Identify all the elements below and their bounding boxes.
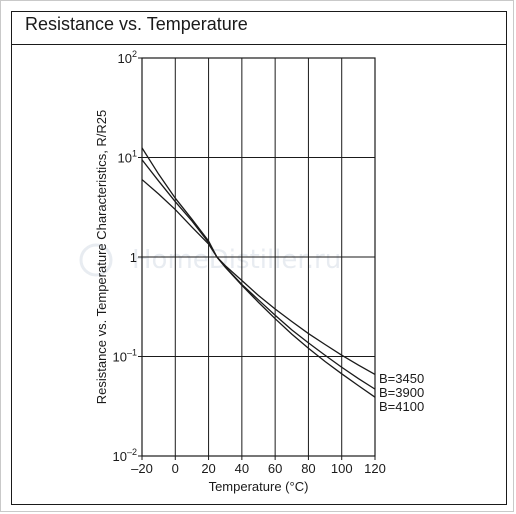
series-label: B=4100: [379, 399, 424, 414]
title-divider: [11, 44, 507, 45]
x-tick-label: 100: [331, 461, 353, 476]
y-tick-label: 102: [118, 49, 137, 66]
chart-inner-box: [11, 11, 507, 505]
x-tick-label: 80: [301, 461, 315, 476]
series-line-2: [141, 159, 376, 390]
x-axis-label: Temperature (°C): [209, 479, 309, 494]
series-label: B=3900: [379, 385, 424, 400]
y-tick-label: 10–1: [113, 348, 137, 365]
y-tick-label: 1: [130, 250, 137, 265]
x-tick-label: 120: [364, 461, 386, 476]
chart-title: Resistance vs. Temperature: [25, 14, 248, 34]
y-tick-label: 10–2: [113, 447, 137, 464]
watermark-text: HomeDistiller.ru: [132, 245, 341, 275]
x-tick-label: 60: [268, 461, 282, 476]
y-axis-label: Resistance vs. Temperature Characteristi…: [94, 110, 109, 405]
watermark-logo-icon: [79, 243, 113, 277]
x-tick-label: –20: [131, 461, 153, 476]
series-line-3: [141, 147, 376, 398]
x-tick-label: 40: [235, 461, 249, 476]
x-tick-label: 0: [172, 461, 179, 476]
series-label: B=3450: [379, 371, 424, 386]
y-tick-label: 101: [118, 149, 137, 166]
plot-area-border: [141, 57, 376, 457]
x-tick-label: 20: [201, 461, 215, 476]
series-line-1: [141, 179, 376, 376]
